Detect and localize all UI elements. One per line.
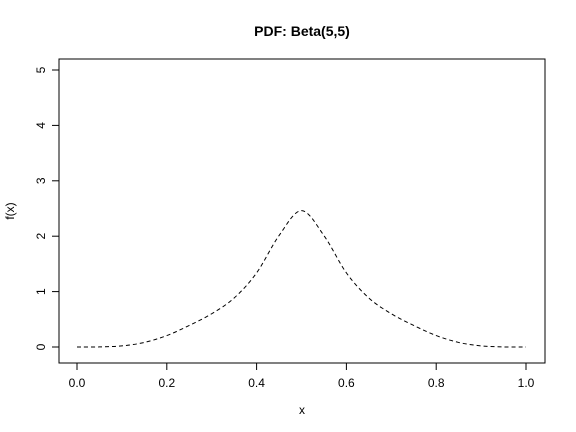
x-tick-label: 0.0 — [69, 376, 86, 390]
y-tick-label: 4 — [34, 122, 48, 129]
chart-title: PDF: Beta(5,5) — [254, 23, 350, 39]
x-tick-label: 0.2 — [158, 376, 175, 390]
y-axis-label: f(x) — [3, 202, 17, 219]
y-tick-label: 1 — [34, 288, 48, 295]
y-axis: 0 1 2 3 4 5 — [34, 66, 60, 350]
x-tick-label: 0.8 — [428, 376, 445, 390]
y-tick-label: 2 — [34, 233, 48, 240]
y-tick-label: 3 — [34, 177, 48, 184]
x-tick-label: 0.4 — [248, 376, 265, 390]
x-axis-label: x — [299, 403, 305, 417]
pdf-curve-line — [76, 210, 527, 348]
x-tick-label: 1.0 — [518, 376, 535, 390]
x-tick-label: 0.6 — [338, 376, 355, 390]
x-axis: 0.0 0.2 0.4 0.6 0.8 1.0 — [69, 362, 535, 390]
y-tick-label: 0 — [34, 343, 48, 350]
y-tick-label: 5 — [34, 66, 48, 73]
